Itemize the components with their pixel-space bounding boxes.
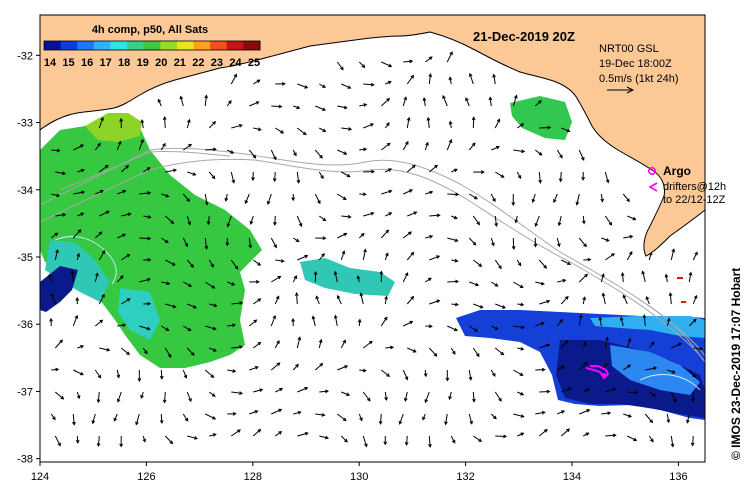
colorbar-tick-label: 24 — [229, 57, 242, 69]
map-date: 21-Dec-2019 20Z — [473, 29, 575, 44]
current-time: 19-Dec 18:00Z — [599, 58, 672, 70]
colorbar-segment — [127, 41, 144, 50]
lon-tick-label: 132 — [456, 471, 474, 483]
lon-tick-label: 130 — [350, 471, 368, 483]
argo-drifter-point — [602, 373, 606, 377]
colorbar-segment — [77, 41, 94, 50]
lat-tick-label: -33 — [17, 118, 33, 130]
lat-tick-label: -34 — [17, 185, 33, 197]
colorbar-segment — [177, 41, 194, 50]
colorbar-segment — [243, 41, 260, 50]
lon-tick-label: 124 — [31, 471, 49, 483]
colorbar-segment — [144, 41, 161, 50]
lon-tick-label: 136 — [669, 471, 687, 483]
colorbar-tick-label: 19 — [137, 57, 149, 69]
lon-tick-label: 128 — [244, 471, 262, 483]
colorbar-tick-label: 21 — [174, 57, 186, 69]
colorbar-title: 4h comp, p50, All Sats — [92, 24, 208, 36]
colorbar-segment — [227, 41, 244, 50]
colorbar-segment — [44, 41, 61, 50]
colorbar-segment — [94, 41, 111, 50]
colorbar-tick-label: 15 — [62, 57, 74, 69]
lat-tick-label: -36 — [17, 319, 33, 331]
latitude-axis: -32 -33 -34 -35 -36 -37 -38 — [17, 50, 40, 465]
lat-tick-label: -37 — [17, 386, 33, 398]
colorbar-tick-label: 25 — [248, 57, 260, 69]
colorbar-segment — [210, 41, 227, 50]
drifters-label-line2: to 22/12-12Z — [663, 194, 726, 206]
current-source: NRT00 GSL — [599, 43, 659, 55]
lat-tick-label: -38 — [17, 454, 33, 466]
colorbar-tick-label: 18 — [118, 57, 130, 69]
colorbar-tick-label: 14 — [44, 57, 57, 69]
longitude-axis: 124 126 128 130 132 134 136 — [31, 462, 688, 483]
lat-tick-label: -35 — [17, 252, 33, 264]
colorbar-segment — [61, 41, 78, 50]
argo-label: Argo — [663, 164, 691, 178]
colorbar-segment — [110, 41, 127, 50]
current-scale-label: 0.5m/s (1kt 24h) — [599, 73, 678, 85]
lon-tick-label: 126 — [137, 471, 155, 483]
drifters-label-line1: drifters@12h — [663, 181, 726, 193]
colorbar-tick-label: 16 — [81, 57, 93, 69]
colorbar-gradient — [44, 41, 260, 50]
lat-tick-label: -32 — [17, 50, 33, 62]
colorbar-segment — [160, 41, 177, 50]
lon-tick-label: 134 — [563, 471, 581, 483]
credit-text: © IMOS 23-Dec-2019 17:07 Hobart — [729, 268, 743, 460]
colorbar-segment — [194, 41, 211, 50]
colorbar-tick-label: 17 — [100, 57, 112, 69]
colorbar-tick-label: 20 — [155, 57, 167, 69]
colorbar-tick-label: 22 — [192, 57, 204, 69]
colorbar-tick-label: 23 — [211, 57, 223, 69]
